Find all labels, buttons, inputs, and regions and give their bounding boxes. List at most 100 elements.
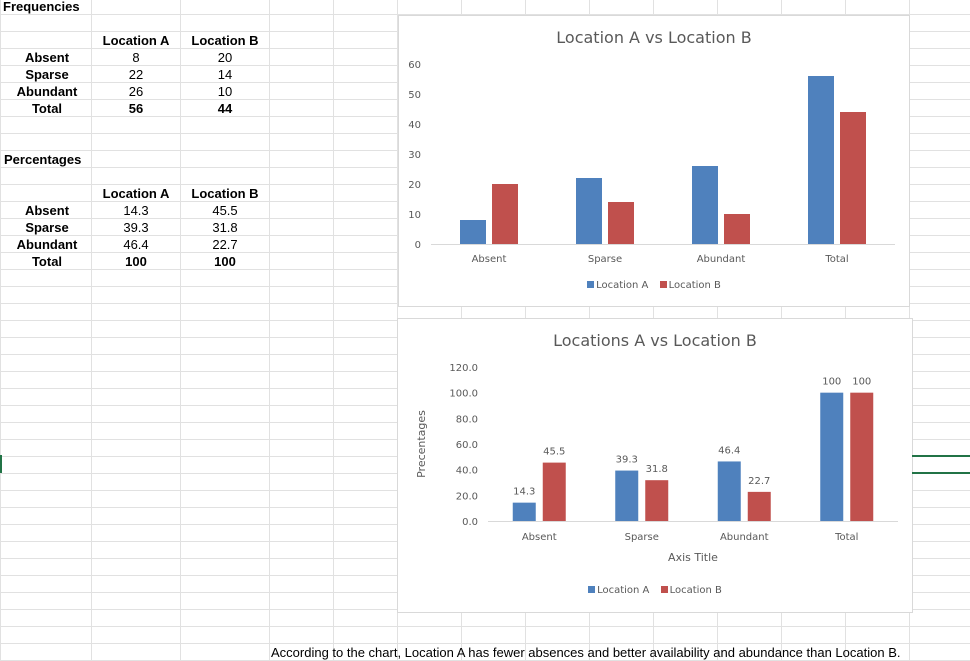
y-tick-label: 40 — [408, 120, 421, 131]
selection-border-left — [0, 455, 2, 473]
x-tick-label: Absent — [472, 254, 507, 265]
pct-cell-a[interactable]: 39.3 — [123, 220, 149, 235]
bar-location-b-total[interactable] — [850, 392, 874, 521]
y-tick-label: 0 — [415, 240, 421, 251]
chart-percentages[interactable]: Locations A vs Location B 0.0 20.0 40.0 60.… — [397, 318, 913, 613]
pct-row-label[interactable]: Abundant — [16, 237, 78, 252]
legend-item-a: Location A — [588, 585, 649, 596]
pct-cell-a[interactable]: 100 — [125, 254, 147, 269]
bar-location-a-sparse[interactable] — [576, 178, 602, 244]
pct-cell-b[interactable]: 22.7 — [212, 237, 238, 252]
bar-location-a-absent[interactable] — [460, 220, 486, 244]
y-tick-label: 10 — [408, 210, 421, 221]
x-axis-title[interactable]: Axis Title — [668, 551, 718, 564]
y-axis-title[interactable]: Precentages — [415, 410, 428, 478]
selection-border-top — [912, 455, 970, 457]
legend-swatch-a — [588, 586, 596, 593]
freq-cell-a[interactable]: 26 — [128, 84, 144, 99]
chart-title[interactable]: Locations A vs Location B — [553, 331, 757, 350]
x-tick-label: Abundant — [720, 532, 769, 543]
y-tick-label: 50 — [408, 90, 421, 101]
pct-cell-b[interactable]: 31.8 — [212, 220, 238, 235]
bar-location-a-absent[interactable] — [512, 502, 536, 521]
y-tick-label: 80.0 — [456, 414, 478, 425]
y-tick-label: 60.0 — [456, 440, 478, 451]
pct-cell-a[interactable]: 14.3 — [123, 203, 149, 218]
legend-swatch-a — [587, 281, 595, 288]
bar-location-a-sparse[interactable] — [615, 470, 639, 521]
pct-row-label[interactable]: Sparse — [25, 220, 69, 235]
bar-location-a-total[interactable] — [820, 392, 844, 521]
bar-location-b-sparse[interactable] — [645, 480, 669, 521]
legend-swatch-b — [659, 281, 667, 288]
freq-col-b-header[interactable]: Location B — [191, 33, 259, 48]
freq-row-label[interactable]: Abundant — [16, 84, 78, 99]
legend-label: Location A — [597, 585, 650, 596]
bar-location-b-total[interactable] — [840, 112, 866, 244]
x-tick-label: Total — [834, 532, 858, 543]
chart-title[interactable]: Location A vs Location B — [556, 28, 752, 47]
pct-row-label[interactable]: Total — [31, 254, 63, 269]
bar-location-a-abundant[interactable] — [717, 461, 741, 521]
frequencies-heading[interactable]: Frequencies — [3, 0, 80, 14]
bar-location-b-absent[interactable] — [492, 184, 518, 244]
freq-row-label[interactable]: Absent — [24, 50, 70, 65]
data-label: 39.3 — [616, 455, 638, 466]
chart-legend[interactable]: Location A Location B — [398, 585, 912, 596]
bar-location-b-sparse[interactable] — [608, 202, 634, 244]
y-tick-label: 40.0 — [456, 466, 478, 477]
chart-frequencies[interactable]: Location A vs Location B 0 10 20 30 40 50 60 Ab… — [398, 15, 910, 307]
freq-cell-a[interactable]: 56 — [128, 101, 144, 116]
pct-col-a-header[interactable]: Location A — [102, 186, 170, 201]
freq-col-a-header[interactable]: Location A — [102, 33, 170, 48]
y-tick-label: 60 — [408, 60, 421, 71]
y-tick-label: 100.0 — [449, 389, 478, 400]
freq-cell-a[interactable]: 8 — [132, 50, 140, 65]
bar-location-b-abundant[interactable] — [747, 491, 771, 521]
bar-location-b-absent[interactable] — [542, 462, 566, 521]
legend-item-b: Location B — [659, 280, 721, 291]
data-label: 14.3 — [513, 487, 535, 498]
legend-item-b: Location B — [660, 585, 722, 596]
chart-plot-area[interactable]: 0.0 20.0 40.0 60.0 80.0 100.0 120.0 14.3 45.5 Abs… — [398, 349, 912, 609]
freq-cell-b[interactable]: 10 — [217, 84, 233, 99]
data-label: 100 — [822, 377, 841, 388]
chart-plot-area[interactable]: 0 10 20 30 40 50 60 Absent Sparse Abundant Total — [399, 46, 909, 306]
freq-cell-b[interactable]: 44 — [217, 101, 233, 116]
bar-location-b-abundant[interactable] — [724, 214, 750, 244]
pct-cell-b[interactable]: 100 — [214, 254, 236, 269]
bar-location-a-abundant[interactable] — [692, 166, 718, 244]
pct-col-b-header[interactable]: Location B — [191, 186, 259, 201]
freq-cell-b[interactable]: 20 — [217, 50, 233, 65]
data-label: 45.5 — [543, 447, 565, 458]
conclusion-text[interactable]: According to the chart, Location A has f… — [271, 645, 901, 660]
y-tick-label: 30 — [408, 150, 421, 161]
legend-label: Location B — [669, 585, 722, 596]
pct-cell-a[interactable]: 46.4 — [123, 237, 149, 252]
y-tick-label: 120.0 — [449, 363, 478, 374]
freq-row-label[interactable]: Total — [31, 101, 63, 116]
freq-cell-b[interactable]: 14 — [217, 67, 233, 82]
chart-legend[interactable]: Location A Location B — [399, 280, 909, 291]
pct-cell-b[interactable]: 45.5 — [212, 203, 238, 218]
bar-location-a-total[interactable] — [808, 76, 834, 244]
data-label: 46.4 — [718, 445, 740, 456]
x-tick-label: Absent — [522, 532, 557, 543]
y-tick-label: 20.0 — [456, 491, 478, 502]
y-tick-label: 20 — [408, 180, 421, 191]
legend-label: Location B — [668, 280, 721, 291]
legend-swatch-b — [660, 586, 668, 593]
percentages-heading[interactable]: Percentages — [4, 152, 82, 167]
data-label: 31.8 — [646, 464, 668, 475]
freq-row-label[interactable]: Sparse — [25, 67, 69, 82]
data-label: 100 — [852, 377, 871, 388]
freq-cell-a[interactable]: 22 — [128, 67, 144, 82]
legend-label: Location A — [596, 280, 649, 291]
x-tick-label: Total — [824, 254, 848, 265]
x-tick-label: Abundant — [697, 254, 746, 265]
selection-border-bottom — [912, 472, 970, 474]
data-label: 22.7 — [748, 476, 770, 487]
y-tick-label: 0.0 — [462, 517, 478, 528]
legend-item-a: Location A — [587, 280, 648, 291]
pct-row-label[interactable]: Absent — [24, 203, 70, 218]
